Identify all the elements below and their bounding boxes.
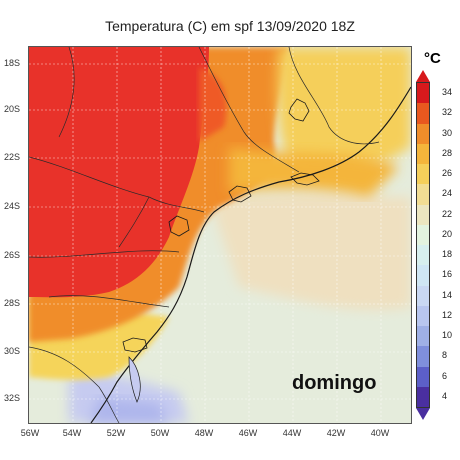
urban-areas (122, 98, 320, 353)
colorbar-label: 16 (442, 269, 453, 280)
lon-label-40w: 40W (370, 428, 390, 438)
colorbar-segment (417, 103, 429, 124)
colorbar-min-arrow (416, 408, 430, 420)
lon-label-46w: 46W (238, 428, 258, 438)
lat-label-28s: 28S (4, 298, 21, 308)
lat-label-26s: 26S (4, 250, 21, 260)
lat-label-20s: 20S (4, 104, 21, 114)
colorbar-label: 34 (442, 87, 453, 98)
day-label: domingo (292, 372, 377, 394)
colorbar-segment (417, 386, 429, 407)
state-borders (29, 47, 380, 423)
colorbar-label: 20 (442, 228, 453, 239)
colorbar-label: 26 (442, 168, 453, 179)
offshore-warm-band (209, 192, 411, 310)
colorbar-label: 28 (442, 147, 453, 158)
coastline (90, 86, 411, 423)
lon-label-52w: 52W (106, 428, 126, 438)
colorbar-label: 30 (442, 127, 453, 138)
colorbar-segment (417, 123, 429, 144)
lat-label-32s: 32S (4, 393, 21, 403)
hot-zone-edge (199, 67, 227, 142)
colorbar-label: 32 (442, 107, 453, 118)
colorbar-segment (417, 224, 429, 245)
colorbar-label: 24 (442, 188, 453, 199)
map-title: Temperatura (C) em spf 13/09/2020 18Z (105, 18, 355, 34)
mild-zone-northeast (277, 47, 411, 174)
colorbar-label: 12 (442, 309, 453, 320)
lat-label-30s: 30S (4, 346, 21, 356)
graticule (29, 47, 411, 423)
lon-label-50w: 50W (150, 428, 170, 438)
lat-label-18s: 18S (4, 58, 21, 68)
colorbar-label: 14 (442, 289, 453, 300)
colorbar-max-arrow (416, 70, 430, 82)
colorbar-label: 22 (442, 208, 453, 219)
lon-label-54w: 54W (62, 428, 82, 438)
colorbar-segment (417, 83, 429, 104)
colorbar-label: 18 (442, 249, 453, 260)
temperature-map (28, 46, 412, 424)
lon-label-56w: 56W (20, 428, 40, 438)
lat-label-22s: 22S (4, 152, 21, 162)
colorbar-label: 8 (442, 350, 448, 361)
colorbar-segment (417, 245, 429, 266)
colorbar-segment (417, 184, 429, 205)
lagoon (128, 356, 141, 403)
colorbar-segment (417, 346, 429, 367)
colorbar-segment (417, 285, 429, 306)
colorbar-label: 4 (442, 390, 448, 401)
colorbar-label: 6 (442, 370, 448, 381)
colorbar-segment (417, 164, 429, 185)
lat-label-24s: 24S (4, 201, 21, 211)
colorbar-segment (417, 305, 429, 326)
colorbar-segment (417, 204, 429, 225)
colorbar-segment (417, 366, 429, 387)
map-canvas (29, 47, 411, 423)
colorbar-unit: °C (424, 50, 441, 67)
lon-label-42w: 42W (326, 428, 346, 438)
hot-zone-interior (29, 47, 209, 298)
colorbar-segment (417, 326, 429, 347)
colorbar-segment (417, 143, 429, 164)
lon-label-48w: 48W (194, 428, 214, 438)
lon-label-44w: 44W (282, 428, 302, 438)
colorbar (416, 82, 430, 408)
colorbar-label: 10 (442, 330, 453, 341)
colorbar-segment (417, 265, 429, 286)
